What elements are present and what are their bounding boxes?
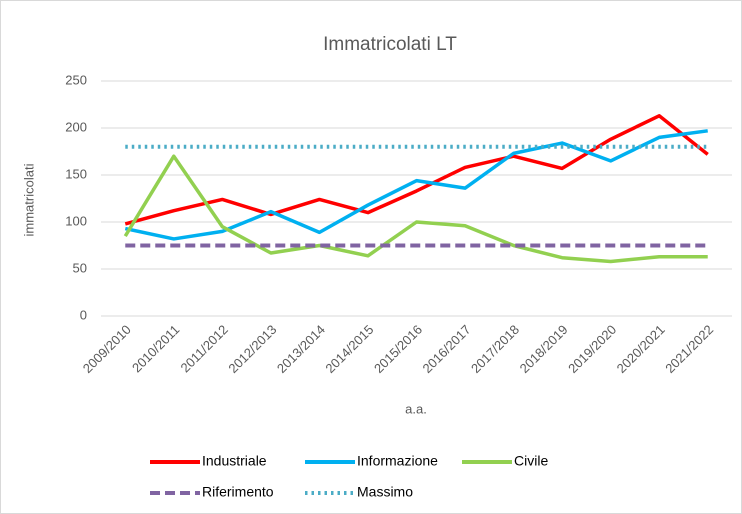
y-tick-label: 100 [65,213,87,228]
series-line [124,129,708,241]
chart-title: Immatricolati LT [323,34,457,55]
legend-label: Civile [514,453,548,469]
x-axis-label: a.a. [405,401,427,416]
legend-label: Informazione [357,453,438,469]
y-tick-label: 0 [80,307,87,322]
legend-label: Riferimento [202,484,274,500]
y-tick-label: 250 [65,72,87,87]
y-tick-label: 200 [65,119,87,134]
series-line [124,114,709,226]
legend-label: Industriale [202,453,267,469]
y-tick-label: 150 [65,166,87,181]
legend-label: Massimo [357,484,413,500]
series-line [123,154,708,264]
y-tick-label: 50 [73,260,87,275]
y-axis-label: immatricolati [21,163,36,236]
